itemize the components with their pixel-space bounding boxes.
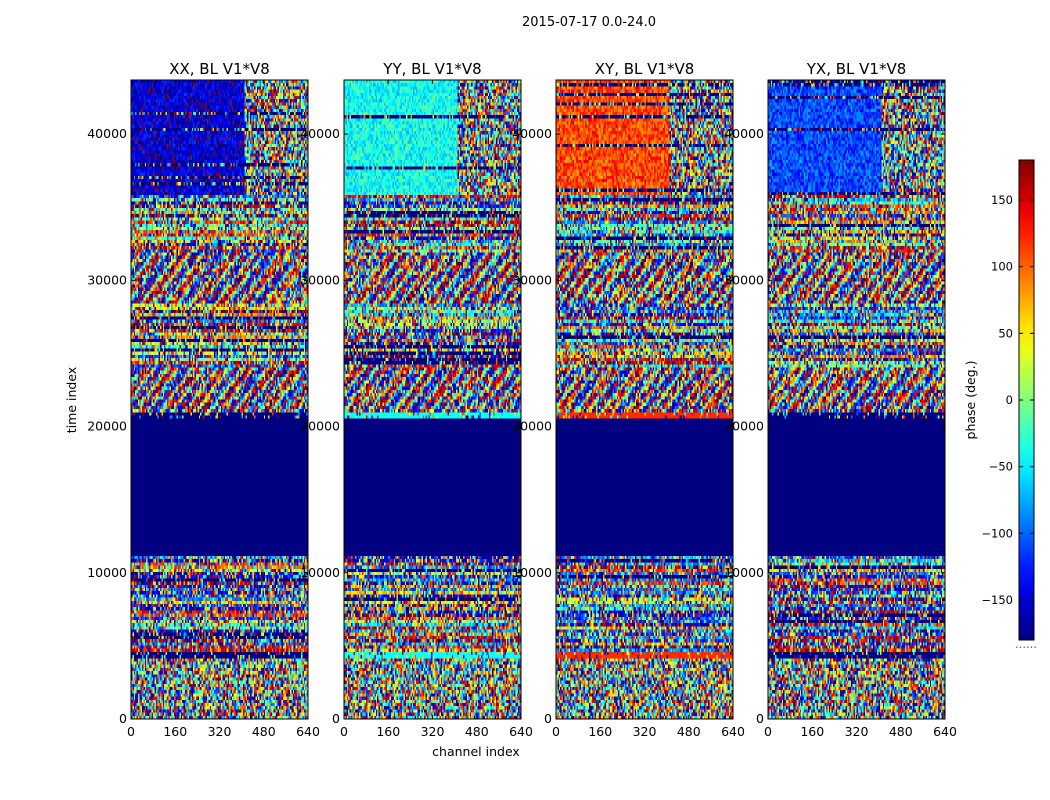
x-tick-label: 480 [252, 724, 276, 739]
x-tick-label: 0 [764, 724, 772, 739]
colorbar-tick-label: 50 [998, 326, 1013, 340]
y-tick-label: 30000 [512, 272, 552, 287]
panel-3: XY, BL V1*V8 0 160 320 480 640 0 10000 20000 3000… [512, 60, 745, 739]
x-tick-label: 640 [296, 724, 320, 739]
x-tick-label: 320 [208, 724, 232, 739]
y-tick-label: 20000 [300, 419, 340, 434]
panel-title: YY, BL V1*V8 [382, 60, 481, 78]
panels-group: XX, BL V1*V8 0 160 320 480 640 0 10000 20000 3000… [87, 60, 957, 739]
panel-1: XX, BL V1*V8 0 160 320 480 640 0 10000 20000 3000… [87, 60, 320, 739]
y-axis-label: time index [64, 367, 79, 433]
heatmap-image [131, 80, 308, 719]
heatmap-image [344, 80, 521, 719]
colorbar-tick-label: 150 [991, 193, 1013, 207]
y-tick-label: 10000 [512, 565, 552, 580]
y-tick-label: 0 [119, 711, 127, 726]
x-tick-label: 320 [845, 724, 869, 739]
x-tick-label: 320 [421, 724, 445, 739]
colorbar-tick-label: −100 [981, 526, 1013, 540]
y-tick-label: 30000 [724, 272, 764, 287]
x-tick-label: 480 [465, 724, 489, 739]
panel-title: YX, BL V1*V8 [806, 60, 907, 78]
x-tick-label: 160 [376, 724, 400, 739]
x-tick-label: 320 [633, 724, 657, 739]
heatmap-image [768, 80, 945, 719]
y-tick-label: 0 [756, 711, 764, 726]
y-tick-label: 30000 [300, 272, 340, 287]
colorbar-tick-label: 0 [1006, 393, 1013, 407]
panel-title: XY, BL V1*V8 [595, 60, 695, 78]
y-tick-label: 0 [332, 711, 340, 726]
x-tick-label: 0 [127, 724, 135, 739]
y-tick-label: 40000 [300, 126, 340, 141]
heatmap-image [556, 80, 733, 719]
y-tick-label: 40000 [512, 126, 552, 141]
x-axis-label: channel index [432, 744, 520, 759]
x-tick-label: 0 [340, 724, 348, 739]
colorbar-under-marker: ...... [1015, 637, 1037, 651]
y-tick-label: 30000 [87, 272, 127, 287]
x-tick-label: 160 [800, 724, 824, 739]
x-tick-label: 480 [677, 724, 701, 739]
y-tick-label: 40000 [724, 126, 764, 141]
y-tick-label: 10000 [300, 565, 340, 580]
x-tick-label: 160 [163, 724, 187, 739]
y-tick-label: 0 [544, 711, 552, 726]
panel-2: YY, BL V1*V8 0 160 320 480 640 0 10000 20000 3000… [300, 60, 533, 739]
panel-title: XX, BL V1*V8 [169, 60, 270, 78]
x-tick-label: 480 [889, 724, 913, 739]
colorbar: −150 −100 −50 0 50 100 150 [981, 159, 1035, 641]
x-tick-label: 0 [552, 724, 560, 739]
y-tick-label: 10000 [724, 565, 764, 580]
colorbar-label: phase (deg.) [963, 361, 978, 440]
x-tick-label: 640 [933, 724, 957, 739]
figure-title: 2015-07-17 0.0-24.0 [522, 15, 656, 30]
y-tick-label: 20000 [512, 419, 552, 434]
y-tick-label: 20000 [724, 419, 764, 434]
colorbar-tick-label: 100 [991, 260, 1013, 274]
colorbar-tick-label: −150 [981, 593, 1013, 607]
y-tick-label: 20000 [87, 419, 127, 434]
y-tick-label: 40000 [87, 126, 127, 141]
panel-4: YX, BL V1*V8 0 160 320 480 640 0 10000 20000 3000… [724, 60, 957, 739]
x-tick-label: 160 [588, 724, 612, 739]
x-tick-label: 640 [721, 724, 745, 739]
y-tick-label: 10000 [87, 565, 127, 580]
colorbar-tick-label: −50 [989, 460, 1013, 474]
x-tick-label: 640 [509, 724, 533, 739]
